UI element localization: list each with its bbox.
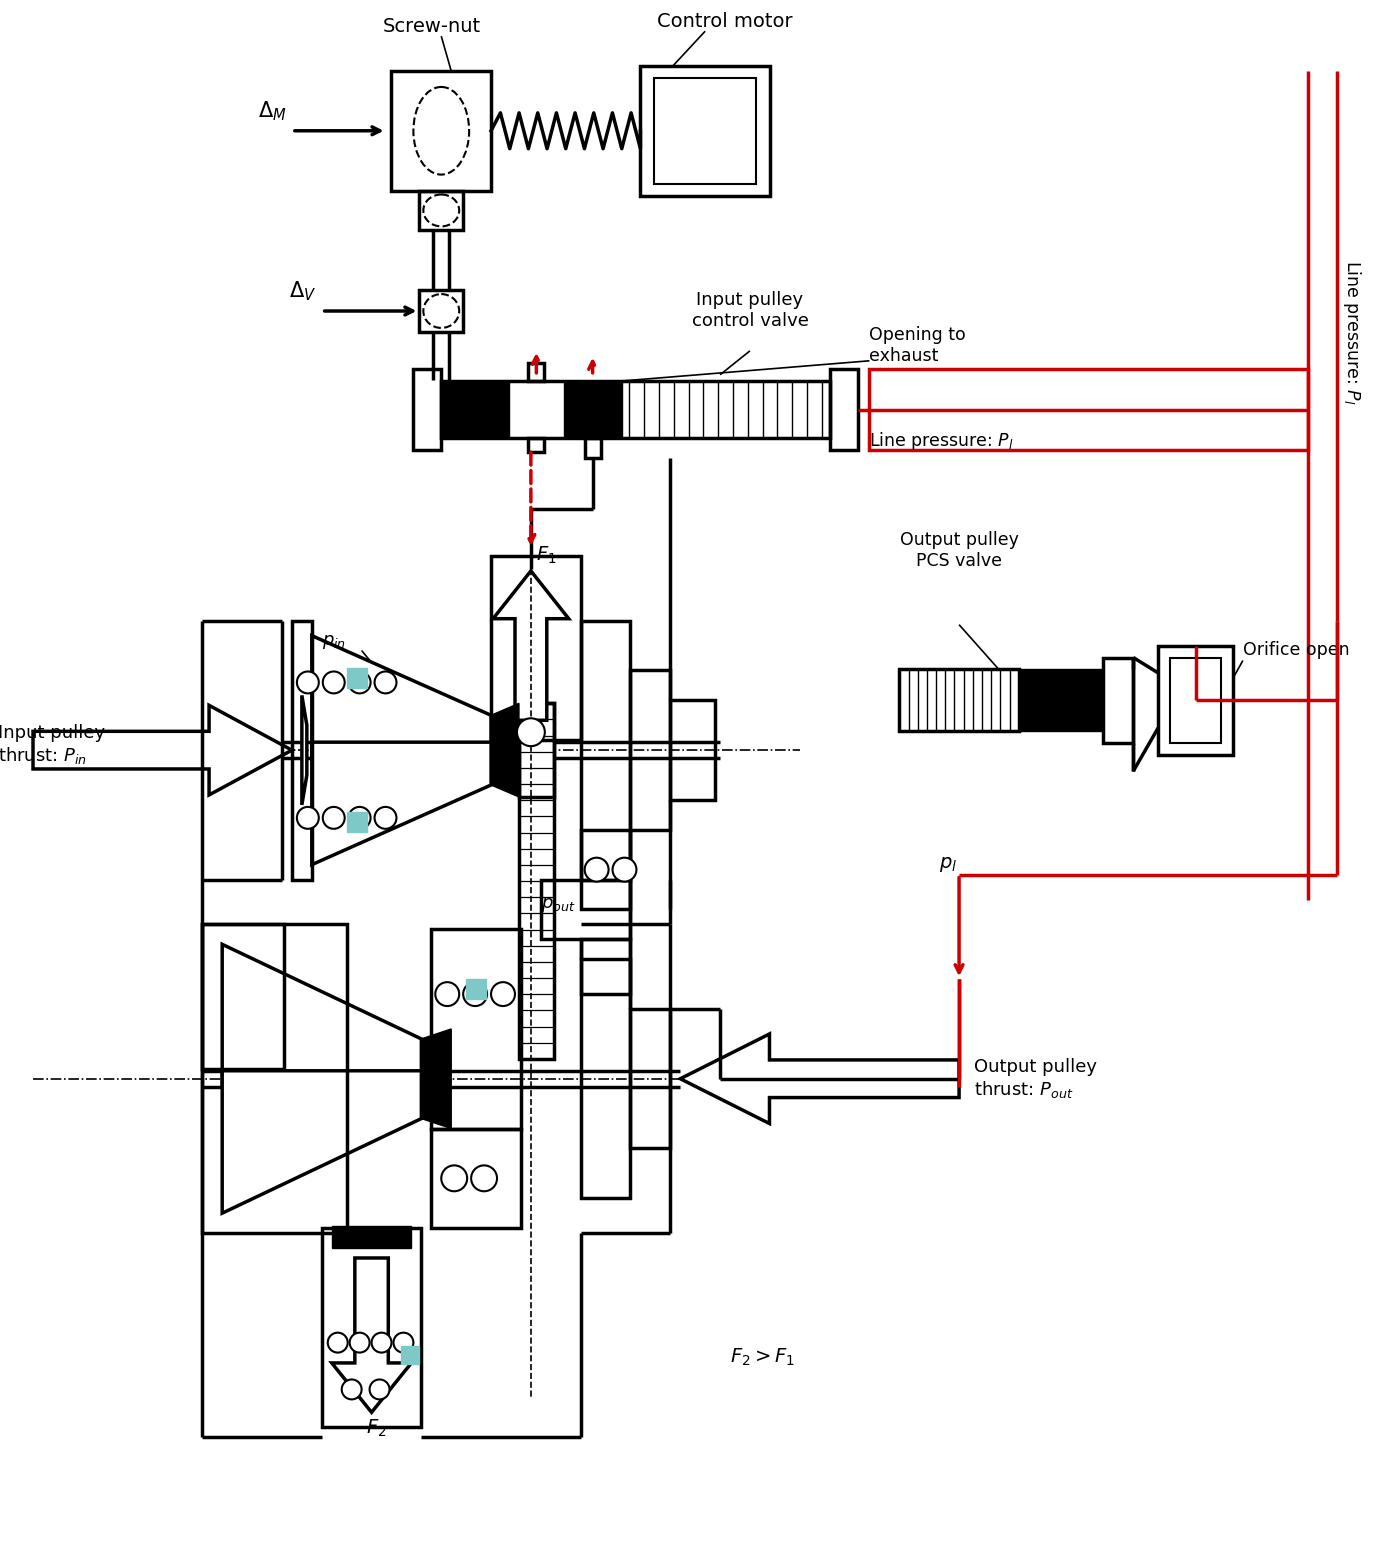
Circle shape (436, 983, 459, 1006)
Polygon shape (302, 696, 307, 805)
Text: Screw-nut: Screw-nut (383, 17, 480, 36)
Bar (292, 621, 311, 879)
Bar (402, 1346, 419, 1363)
Bar (1159, 646, 1233, 755)
Circle shape (328, 1332, 348, 1352)
Text: Opening to
exhaust: Opening to exhaust (870, 326, 966, 365)
Polygon shape (311, 636, 491, 758)
Text: $F_2$: $F_2$ (366, 1417, 387, 1439)
Bar (585, 439, 600, 459)
Bar (519, 704, 554, 798)
Polygon shape (680, 1034, 959, 1124)
Text: $F_1$: $F_1$ (536, 545, 557, 566)
Bar (419, 191, 463, 230)
Ellipse shape (413, 86, 469, 174)
Bar (540, 879, 631, 939)
Bar (431, 929, 521, 1128)
Polygon shape (493, 570, 568, 721)
Bar (581, 959, 631, 1199)
Ellipse shape (423, 194, 459, 226)
Circle shape (470, 1166, 497, 1191)
Circle shape (517, 718, 544, 746)
Bar (466, 979, 486, 1000)
Polygon shape (491, 704, 519, 798)
Text: Line pressure: $P_l$: Line pressure: $P_l$ (870, 429, 1013, 451)
Bar (202, 925, 346, 1233)
Text: Output pulley
PCS valve: Output pulley PCS valve (899, 531, 1019, 570)
Text: Input pulley
control valve: Input pulley control valve (691, 291, 808, 331)
Circle shape (374, 672, 396, 693)
Circle shape (349, 1332, 370, 1352)
Text: Line pressure: $P_l$: Line pressure: $P_l$ (1342, 260, 1364, 404)
Bar (829, 368, 857, 450)
Bar (899, 669, 1019, 732)
Text: $\Delta_V$: $\Delta_V$ (289, 279, 317, 302)
Circle shape (322, 672, 345, 693)
Text: Input pulley
thrust: $P_{in}$: Input pulley thrust: $P_{in}$ (0, 724, 105, 766)
Circle shape (370, 1379, 389, 1399)
Circle shape (374, 807, 396, 829)
Circle shape (441, 1166, 468, 1191)
Bar (322, 1229, 422, 1428)
Bar (519, 704, 554, 1059)
Circle shape (585, 857, 609, 882)
Text: Output pulley
thrust: $P_{out}$: Output pulley thrust: $P_{out}$ (974, 1058, 1097, 1100)
Bar (1170, 658, 1222, 743)
Circle shape (349, 672, 370, 693)
Circle shape (349, 807, 370, 829)
Bar (631, 671, 670, 831)
Text: $F_2 > F_1$: $F_2 > F_1$ (730, 1348, 796, 1368)
Polygon shape (422, 1030, 451, 1128)
Circle shape (342, 1379, 362, 1399)
Circle shape (322, 807, 345, 829)
Text: Orifice open: Orifice open (1242, 641, 1350, 658)
Circle shape (394, 1332, 413, 1352)
Bar (346, 812, 367, 832)
Bar (332, 1225, 412, 1247)
Circle shape (463, 983, 487, 1006)
Text: $p_{out}$: $p_{out}$ (540, 896, 575, 915)
Bar (641, 66, 769, 196)
Polygon shape (222, 945, 422, 1086)
Bar (413, 368, 441, 450)
Bar (431, 1128, 521, 1229)
Text: $\Delta_M$: $\Delta_M$ (258, 99, 288, 122)
Circle shape (491, 983, 515, 1006)
Bar (202, 925, 283, 1069)
Bar (581, 831, 631, 909)
Polygon shape (332, 1258, 412, 1412)
Bar (870, 368, 1308, 450)
Ellipse shape (423, 295, 459, 328)
Circle shape (371, 1332, 391, 1352)
Bar (491, 556, 581, 740)
Bar (655, 78, 757, 183)
Circle shape (297, 672, 318, 693)
Bar (581, 939, 631, 993)
Bar (529, 364, 544, 381)
Text: $p_{in}$: $p_{in}$ (322, 633, 346, 650)
Polygon shape (222, 1070, 422, 1213)
Circle shape (297, 807, 318, 829)
Bar (670, 700, 715, 799)
Bar (581, 621, 631, 879)
Bar (419, 290, 463, 332)
Bar (529, 439, 544, 453)
Bar (391, 71, 491, 191)
Bar (441, 381, 510, 439)
Bar (1103, 658, 1134, 743)
Circle shape (613, 857, 637, 882)
Bar (346, 669, 367, 688)
Bar (1019, 669, 1103, 732)
Text: Control motor: Control motor (658, 13, 793, 31)
Bar (564, 381, 621, 439)
Text: $p_l$: $p_l$ (940, 856, 958, 874)
Polygon shape (34, 705, 292, 794)
Bar (441, 381, 829, 439)
Bar (631, 1009, 670, 1149)
Polygon shape (311, 743, 491, 865)
